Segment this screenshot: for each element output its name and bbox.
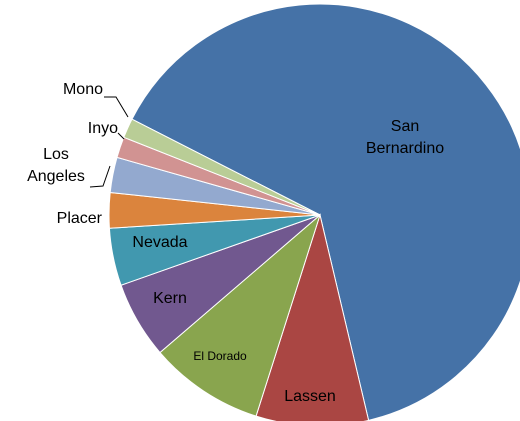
slice-label: Nevada [132,234,188,251]
labels: San Bernardino Lassen El Dorado Kern Nevada P… [27,81,445,405]
label-box: Mono [62,81,103,98]
slice-label: Lassen [284,388,336,405]
label-box: El Dorado [193,349,247,363]
slice-label: Placer [56,210,102,227]
slice-label: Inyo [87,120,118,137]
slice-label: San Bernardino [365,118,445,157]
slice [255,213,370,421]
leader-line [89,165,111,188]
label-box: Los Angeles [27,146,85,185]
slice-label: Kern [153,290,187,307]
slices [108,3,520,421]
label-box: Inyo [87,120,118,137]
slice [131,3,520,421]
label-box: Nevada [132,234,188,251]
label-box: San Bernardino [365,118,445,157]
slice-label: El Dorado [193,349,247,363]
label-box: Lassen [284,388,336,405]
leader-line [104,96,129,118]
slice-label: Mono [62,81,103,98]
leader-line [117,132,125,140]
label-box: Kern [153,290,187,307]
slice [159,213,322,417]
label-box: Placer [56,210,102,227]
slice [123,118,321,216]
slice-label: Los Angeles [27,146,85,185]
